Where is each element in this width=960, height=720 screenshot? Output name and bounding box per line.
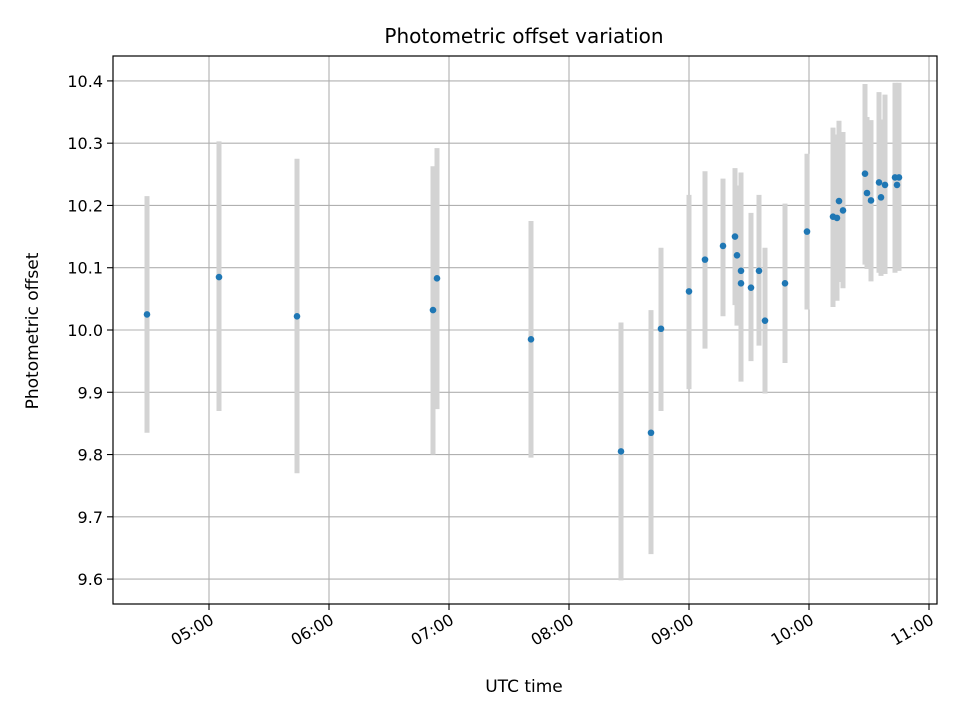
data-point — [685, 288, 693, 295]
y-tick-label: 10.4 — [67, 72, 103, 91]
data-point — [737, 267, 745, 275]
data-point — [835, 197, 843, 205]
data-point — [647, 429, 655, 437]
x-axis-label: UTC time — [485, 677, 563, 697]
y-tick-label: 9.8 — [78, 446, 103, 465]
data-point — [617, 448, 625, 455]
data-point — [527, 336, 535, 343]
data-point — [761, 317, 769, 324]
data-point — [895, 174, 903, 181]
data-point — [781, 279, 789, 287]
error-bars — [144, 82, 902, 581]
data-point — [747, 284, 755, 291]
x-tick-label: 05:00 — [168, 610, 217, 650]
y-tick-label: 10.0 — [67, 321, 103, 340]
y-tick-label: 10.3 — [67, 134, 103, 153]
data-point — [867, 197, 875, 204]
data-point — [833, 214, 841, 222]
y-tick-label: 10.2 — [67, 196, 103, 215]
y-tick-label: 10.1 — [67, 259, 103, 278]
x-tick-label: 11:00 — [888, 610, 937, 650]
data-point — [755, 267, 763, 275]
y-tick-label: 9.7 — [78, 508, 103, 527]
data-point — [893, 181, 901, 189]
y-axis-ticks: 9.6 9.7 9.8 9.9 10.0 10.1 10.2 10.3 10.4 — [67, 72, 113, 589]
data-point — [215, 273, 223, 281]
data-point — [143, 311, 151, 318]
data-point — [863, 189, 871, 197]
data-point — [875, 179, 883, 186]
data-point — [657, 325, 665, 333]
y-tick-label: 9.6 — [78, 570, 103, 589]
data-point — [719, 242, 727, 250]
data-point — [839, 207, 847, 214]
data-point — [701, 256, 709, 263]
x-tick-label: 06:00 — [288, 610, 337, 650]
y-axis-label: Photometric offset — [23, 252, 43, 409]
x-axis-ticks: 05:00 06:00 07:00 08:00 09:00 10:00 11:00 — [168, 604, 937, 650]
data-point — [293, 313, 301, 320]
data-point — [737, 279, 745, 287]
data-point — [881, 181, 889, 189]
x-tick-label: 09:00 — [648, 610, 697, 650]
chart-title: Photometric offset variation — [384, 24, 663, 48]
grid — [113, 56, 937, 604]
data-points — [143, 170, 903, 455]
y-tick-label: 9.9 — [78, 383, 103, 402]
data-point — [877, 194, 885, 201]
x-tick-label: 08:00 — [528, 610, 577, 650]
data-point — [861, 170, 869, 177]
data-point — [803, 228, 811, 235]
data-point — [433, 275, 441, 282]
data-point — [731, 233, 739, 240]
data-point — [733, 251, 741, 259]
x-tick-label: 07:00 — [408, 610, 457, 650]
x-tick-label: 10:00 — [768, 610, 817, 650]
data-point — [429, 306, 437, 314]
